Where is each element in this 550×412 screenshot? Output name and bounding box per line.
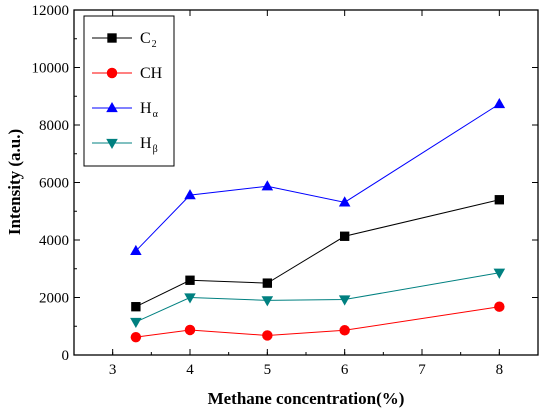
data-point [339,231,350,241]
data-point [184,324,196,336]
y-tick-label: 2000 [39,291,69,307]
x-tick-label: 6 [341,362,349,378]
x-tick-label: 3 [109,362,117,378]
data-point [261,296,274,307]
data-point [493,97,506,109]
data-point [493,268,506,279]
y-tick-label: 8000 [39,118,69,134]
data-point [262,278,273,288]
data-point [184,293,196,304]
x-tick-label: 7 [418,362,426,378]
y-tick-label: 6000 [39,176,69,192]
legend-label: Hβ [140,135,158,155]
data-point [262,330,273,341]
data-point [339,325,350,336]
data-point [131,302,141,312]
data-point [338,196,351,207]
series-line [135,199,500,308]
legend-label: CH [140,65,163,82]
data-point [494,301,505,312]
legend: C2 CH Hα Hβ [83,15,175,167]
legend-label: C2 [140,30,157,50]
y-tick-label: 4000 [39,233,69,249]
data-point [338,295,351,306]
x-tick-label: 5 [264,362,272,378]
y-tick-label: 0 [62,348,70,364]
series-points [130,97,506,343]
x-tick-label: 8 [496,362,504,378]
legend-marker [106,138,118,150]
legend-label: Hα [140,100,159,120]
axis-ticks: 3 4 5 6 7 8 0 2000 4000 6000 8000 10000 12000 [32,3,539,378]
data-point [130,331,142,343]
data-point [185,275,195,285]
x-axis-title: Methane concentration(%) [208,389,405,408]
legend-box [83,15,175,167]
series-line [135,103,500,252]
data-point [130,244,142,256]
data-point [261,180,274,191]
x-tick-label: 4 [186,362,194,378]
data-point [494,195,505,205]
legend-marker [106,67,118,79]
data-point [184,189,196,200]
data-point [130,317,142,328]
legend-marker [106,101,118,113]
y-tick-label: 10000 [32,61,70,77]
legend-marker [107,33,117,43]
y-tick-label: 12000 [32,3,70,19]
y-axis-title: Intensity (a.u.) [5,129,24,235]
